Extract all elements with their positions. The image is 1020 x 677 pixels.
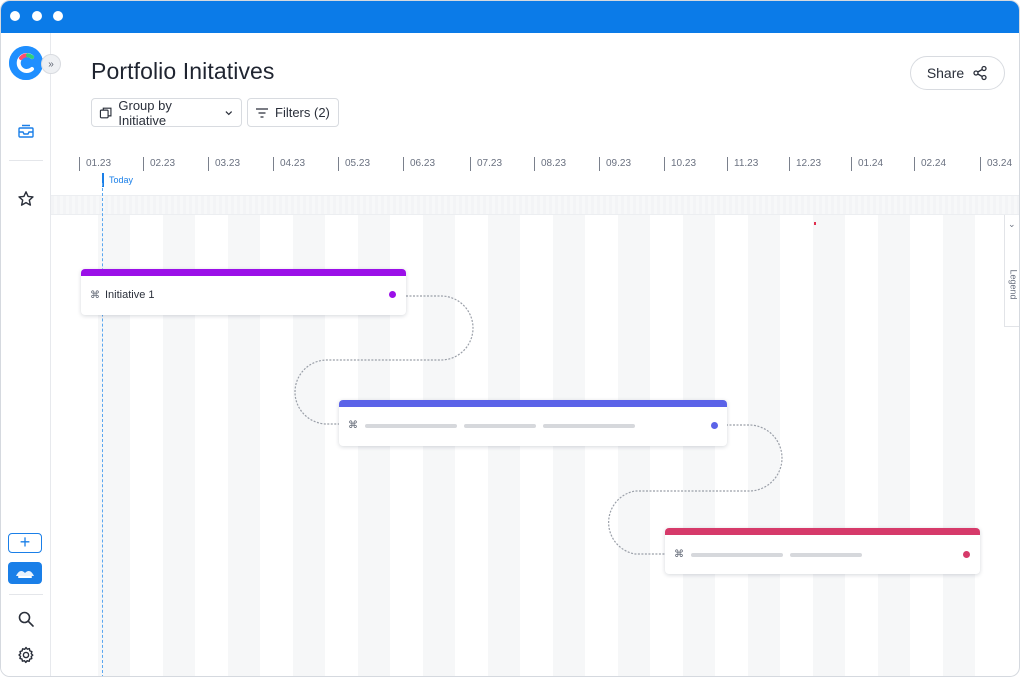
initiative-card[interactable]: ⌘ xyxy=(339,400,727,446)
month-label: 12.23 xyxy=(789,157,821,171)
grid-column xyxy=(488,215,520,676)
month-label: 03.23 xyxy=(208,157,240,171)
status-dot xyxy=(711,422,718,429)
grid-column xyxy=(553,215,585,676)
initiative-color-bar xyxy=(665,528,980,535)
today-line xyxy=(102,183,103,676)
initiative-icon: ⌘ xyxy=(674,549,684,560)
timeline-marker xyxy=(814,222,816,225)
month-label: 06.23 xyxy=(403,157,435,171)
legend-tab[interactable]: ⌄ Legend xyxy=(1004,215,1019,327)
initiative-card[interactable]: ⌘ xyxy=(665,528,980,574)
month-label: 02.23 xyxy=(143,157,175,171)
chevron-down-icon xyxy=(225,110,233,115)
app-logo[interactable] xyxy=(9,46,43,80)
legend-label: Legend xyxy=(1008,269,1019,300)
double-chevron-right-icon: » xyxy=(48,58,54,70)
page-title: Portfolio Initatives xyxy=(91,58,275,84)
grid-column xyxy=(423,215,455,676)
timeline-band xyxy=(51,195,1019,215)
month-label: 02.24 xyxy=(914,157,946,171)
share-icon xyxy=(973,65,987,81)
month-label: 10.23 xyxy=(664,157,696,171)
grid-column xyxy=(683,215,715,676)
initiative-color-bar xyxy=(339,400,727,407)
star-icon[interactable] xyxy=(14,187,38,211)
sidebar-collapse-button[interactable]: » xyxy=(41,54,61,74)
placeholder-text xyxy=(365,424,457,428)
month-label: 03.24 xyxy=(980,157,1012,171)
month-label: 11.23 xyxy=(727,157,758,171)
placeholder-text xyxy=(543,424,635,428)
group-by-dropdown[interactable]: Group by Initiative xyxy=(91,97,242,128)
search-icon[interactable] xyxy=(14,607,38,631)
placeholder-text xyxy=(790,553,862,557)
chevron-down-icon: ⌄ xyxy=(1008,219,1016,229)
filters-button[interactable]: Filters (2) xyxy=(247,98,339,127)
grid-column xyxy=(943,215,975,676)
initiative-icon: ⌘ xyxy=(348,420,358,431)
initiative-icon: ⌘ xyxy=(90,290,100,301)
window-dot-close[interactable] xyxy=(10,11,20,21)
initiative-card[interactable]: ⌘ Initiative 1 xyxy=(81,269,406,315)
window-dot-minimize[interactable] xyxy=(32,11,42,21)
grid-column xyxy=(813,215,845,676)
month-header: 01.23 02.23 03.23 04.23 05.23 06.23 07.2… xyxy=(51,151,1019,177)
grid-column xyxy=(748,215,780,676)
title-bar xyxy=(1,1,1019,33)
grid-column xyxy=(878,215,910,676)
window-dot-maximize[interactable] xyxy=(53,11,63,21)
placeholder-text xyxy=(691,553,783,557)
placeholder-text xyxy=(464,424,536,428)
month-label: 05.23 xyxy=(338,157,370,171)
initiative-color-bar xyxy=(81,269,406,276)
sidebar-divider xyxy=(9,594,43,595)
workspace-icon xyxy=(16,571,34,578)
share-button[interactable]: Share xyxy=(910,56,1005,90)
status-dot xyxy=(963,551,970,558)
status-dot xyxy=(389,291,396,298)
sidebar-divider xyxy=(9,160,43,161)
gear-icon[interactable] xyxy=(14,643,38,667)
add-button[interactable]: + xyxy=(8,533,42,553)
month-label: 01.24 xyxy=(851,157,883,171)
today-marker: Today xyxy=(102,173,133,187)
share-label: Share xyxy=(926,65,965,81)
inbox-icon[interactable] xyxy=(14,119,38,143)
filters-label: Filters (2) xyxy=(275,105,330,120)
workspace-button[interactable] xyxy=(8,562,42,584)
month-label: 07.23 xyxy=(470,157,502,171)
group-icon xyxy=(99,107,112,118)
month-label: 01.23 xyxy=(79,157,111,171)
sidebar: + xyxy=(1,33,51,676)
grid-column xyxy=(618,215,650,676)
month-label: 04.23 xyxy=(273,157,305,171)
month-label: 09.23 xyxy=(599,157,631,171)
month-label: 08.23 xyxy=(534,157,566,171)
initiative-name: Initiative 1 xyxy=(105,289,155,301)
group-by-label: Group by Initiative xyxy=(118,97,172,128)
filter-icon xyxy=(256,107,268,118)
